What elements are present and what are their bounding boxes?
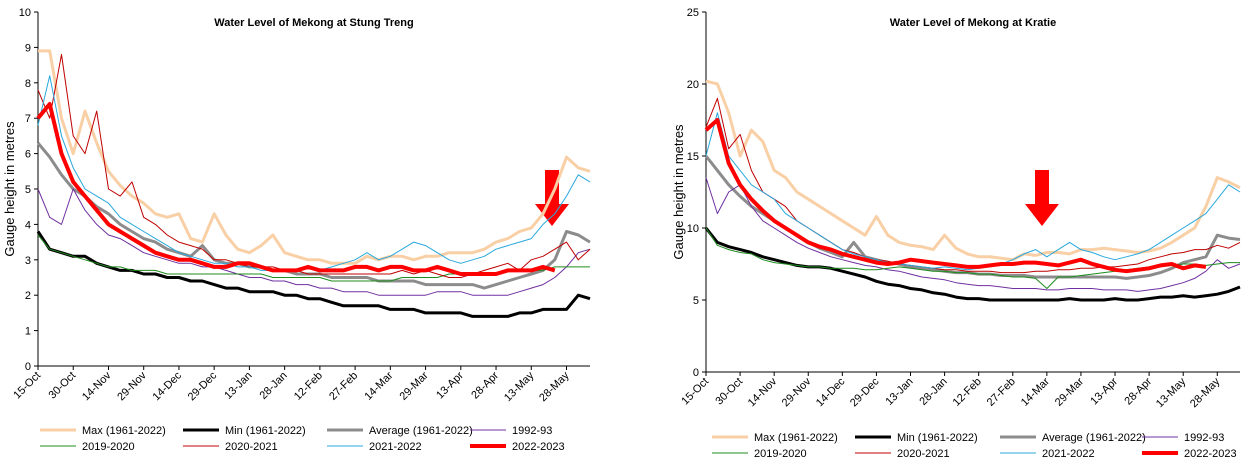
y-axis-label: Gauge height in metres (2, 121, 17, 257)
arrow (1025, 170, 1059, 226)
legend-label: 1992-93 (1184, 432, 1224, 444)
legend-label: 2020-2021 (897, 448, 950, 460)
series-line (36, 230, 591, 318)
series-line (36, 102, 556, 276)
series-line (38, 49, 591, 265)
series-line (705, 177, 1241, 292)
x-tick-label: 12-Feb (951, 376, 984, 409)
x-tick-label: 13-May (502, 369, 537, 404)
legend-label: 2019-2020 (754, 448, 807, 460)
x-tick-label: 14-Nov (746, 375, 780, 409)
legend-label: 1992-93 (512, 425, 552, 437)
y-tick-label: 5 (25, 184, 31, 196)
y-tick-label: 2 (25, 290, 31, 302)
series-line (704, 155, 1241, 280)
x-tick-label: 13-Apr (434, 369, 466, 401)
x-tick-label: 12-Feb (292, 370, 325, 403)
x-tick-label: 14-Nov (80, 369, 114, 403)
legend-label: 2020-2021 (225, 441, 278, 453)
legend-label: Max (1961-2022) (82, 425, 166, 437)
y-tick-label: 10 (19, 7, 31, 19)
series-line (705, 112, 1241, 271)
legend-label: Min (1961-2022) (897, 432, 978, 444)
x-tick-label: 28-Apr (469, 369, 501, 401)
x-tick-label: 29-Dec (186, 369, 220, 403)
x-tick-label: 27-Feb (985, 376, 1018, 409)
legend-label: 2021-2022 (369, 441, 422, 453)
y-tick-label: 8 (25, 78, 31, 90)
y-tick-label: 0 (693, 367, 699, 379)
x-tick-label: 15-Oct (679, 376, 711, 408)
legend-label: 2021-2022 (1042, 448, 1095, 460)
chart-title: Water Level of Mekong at Kratie (890, 17, 1056, 29)
x-tick-label: 28-Jan (917, 376, 949, 408)
legend-label: 2022-2023 (512, 441, 565, 453)
y-axis-label: Gauge height in metres (671, 124, 686, 260)
y-tick-label: 15 (687, 151, 699, 163)
chart-title: Water Level of Mekong at Stung Treng (214, 17, 413, 29)
legend-label: Average (1961-2022) (369, 425, 473, 437)
x-tick-label: 13-Apr (1088, 375, 1120, 407)
x-tick-label: 14-Dec (150, 369, 184, 403)
legend-label: 2022-2023 (1184, 448, 1237, 460)
x-tick-label: 29-Mar (1053, 375, 1086, 408)
x-tick-label: 14-Mar (1019, 375, 1052, 408)
y-tick-label: 10 (687, 223, 699, 235)
y-tick-label: 1 (25, 326, 31, 338)
y-tick-label: 9 (25, 42, 31, 54)
x-tick-label: 28-May (1188, 375, 1223, 410)
x-tick-label: 29-Nov (780, 375, 814, 409)
y-tick-label: 6 (25, 149, 31, 161)
series-line (37, 75, 591, 271)
y-tick-label: 20 (687, 79, 699, 91)
series-line (37, 54, 591, 278)
y-tick-label: 25 (687, 7, 699, 19)
y-tick-label: 4 (25, 219, 31, 231)
x-tick-label: 30-Oct (47, 370, 79, 402)
x-tick-label: 13-Jan (883, 376, 915, 408)
legend-label: 2019-2020 (82, 441, 135, 453)
x-tick-label: 29-Nov (115, 369, 149, 403)
x-tick-label: 14-Dec (814, 375, 848, 409)
x-tick-label: 13-Jan (222, 370, 254, 402)
x-tick-label: 28-Apr (1122, 375, 1154, 407)
series-line (36, 142, 591, 290)
x-tick-label: 28-May (537, 369, 572, 404)
x-tick-label: 27-Feb (327, 370, 360, 403)
series-line (705, 227, 1240, 289)
y-tick-label: 5 (693, 295, 699, 307)
legend-label: Min (1961-2022) (225, 425, 306, 437)
x-tick-label: 29-Dec (848, 375, 882, 409)
x-tick-label: 15-Oct (11, 370, 43, 402)
x-tick-label: 29-Mar (398, 369, 431, 402)
series-line (705, 79, 1241, 262)
legend-label: Average (1961-2022) (1042, 432, 1146, 444)
legend-label: Max (1961-2022) (754, 432, 838, 444)
y-tick-label: 7 (25, 113, 31, 125)
series-line (705, 97, 1241, 274)
series-line (704, 118, 1207, 274)
y-tick-label: 3 (25, 255, 31, 267)
x-tick-label: 30-Oct (713, 376, 745, 408)
y-tick-label: 0 (25, 361, 31, 373)
x-tick-label: 28-Jan (257, 370, 289, 402)
x-tick-label: 14-Mar (362, 369, 395, 402)
x-tick-label: 13-May (1154, 375, 1189, 410)
series-line (37, 188, 591, 296)
